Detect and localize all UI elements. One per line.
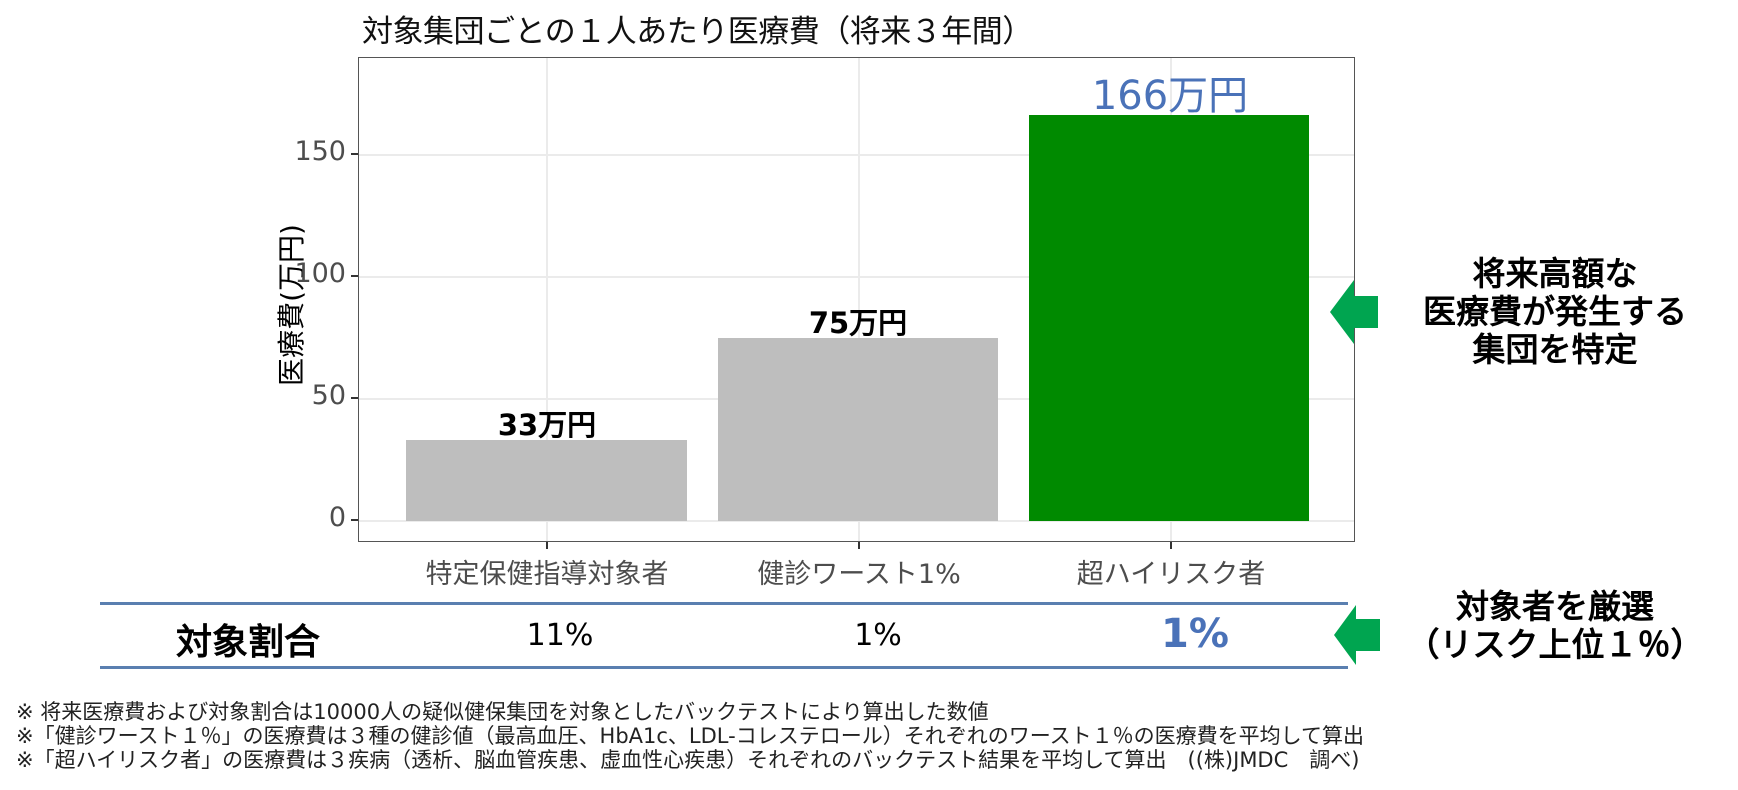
left-arrow-icon	[1334, 605, 1380, 665]
cost-note-line: 医療費が発生する	[1423, 292, 1687, 331]
x-label-super-high-risk: 超ハイリスク者	[1076, 559, 1266, 590]
plot-panel: 33万円 75万円 166万円	[358, 57, 1355, 542]
bar-super-high-risk	[1029, 115, 1309, 521]
x-label-kenshin-worst: 健診ワースト1%	[757, 559, 961, 590]
ratio-value: 1%	[854, 618, 902, 653]
table-top-border	[100, 602, 1348, 605]
gridline-150	[359, 154, 1354, 156]
y-tick-mark	[351, 519, 358, 521]
bar-value-label: 33万円	[497, 408, 597, 442]
gridline-x2	[858, 58, 860, 541]
ratio-value-highlight: 1%	[1161, 611, 1229, 657]
select-note-line: （リスク上位１％）	[1406, 625, 1704, 664]
x-tick-mark	[1170, 542, 1172, 549]
y-tick-100: 100	[294, 258, 346, 289]
ratio-value: 11%	[526, 618, 594, 653]
y-tick-50: 50	[311, 380, 346, 411]
select-note: 対象者を厳選 （リスク上位１％）	[1390, 588, 1720, 664]
ratio-row-label: 対象割合	[176, 622, 321, 663]
footnote: ※「超ハイリスク者」の医療費は３疾病（透析、脳血管疾患、虚血性心疾患）それぞれの…	[16, 748, 1360, 772]
y-tick-mark	[351, 275, 358, 277]
x-label-tokutei-hoken: 特定保健指導対象者	[425, 559, 669, 590]
footnote: ※ 将来医療費および対象割合は10000人の疑似健保集団を対象としたバックテスト…	[16, 700, 989, 724]
y-tick-mark	[351, 397, 358, 399]
footnote: ※「健診ワースト１％」の医療費は３種の健診値（最高血圧、HbA1c、LDL-コレ…	[16, 724, 1365, 748]
gridline-0	[359, 520, 1354, 522]
cost-note-line: 集団を特定	[1472, 330, 1638, 369]
bar-value-label: 75万円	[808, 306, 908, 340]
select-note-line: 対象者を厳選	[1456, 587, 1654, 626]
bar-kenshin-worst	[718, 338, 998, 521]
y-tick-150: 150	[294, 136, 346, 167]
x-tick-mark	[546, 542, 548, 549]
table-bottom-border	[100, 666, 1348, 669]
y-tick-mark	[351, 153, 358, 155]
cost-note: 将来高額な 医療費が発生する 集団を特定	[1390, 255, 1720, 369]
gridline-100	[359, 276, 1354, 278]
x-tick-mark	[858, 542, 860, 549]
chart-title: 対象集団ごとの１人あたり医療費（将来３年間）	[362, 14, 1033, 50]
gridline-x1	[546, 58, 548, 541]
cost-note-line: 将来高額な	[1472, 254, 1638, 293]
bar-tokutei-hoken	[406, 440, 687, 521]
bar-value-label-highlight: 166万円	[1091, 73, 1249, 119]
left-arrow-icon	[1330, 280, 1378, 344]
y-tick-0: 0	[328, 502, 346, 533]
